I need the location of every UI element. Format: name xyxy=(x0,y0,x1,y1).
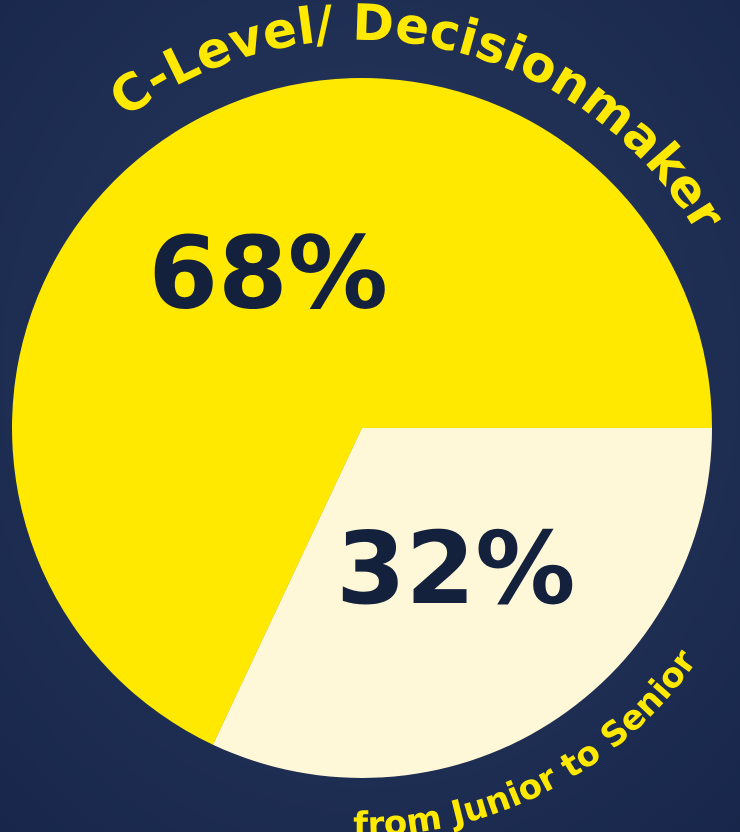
value-label: 32% xyxy=(336,510,575,627)
chart: C-Level/ Decisionmaker from Junior to Se… xyxy=(0,0,740,832)
value-label: 68% xyxy=(149,215,388,332)
pie xyxy=(12,78,712,778)
page: C-Level/ Decisionmaker from Junior to Se… xyxy=(0,0,740,832)
